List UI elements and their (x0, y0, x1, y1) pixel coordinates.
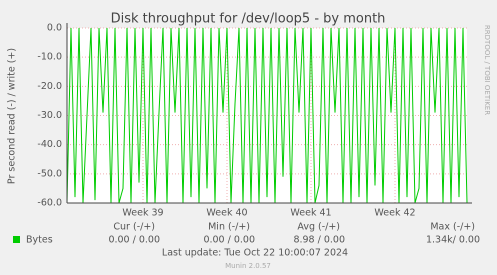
y-tick-label: -50.0 (37, 168, 62, 179)
legend-header: Cur (-/+) (113, 222, 155, 233)
legend-cell: 0.00 / 0.00 (203, 235, 255, 246)
legend-label: Bytes (26, 235, 53, 246)
legend-cell: 0.00 / 0.00 (108, 235, 160, 246)
y-axis-label: Pr second read (-) / write (+) (7, 48, 18, 184)
legend-header: Max (-/+) (430, 222, 475, 233)
footer: Munin 2.0.57 (225, 262, 271, 270)
x-tick-label: Week 41 (290, 208, 331, 219)
y-tick-label: -40.0 (37, 139, 62, 150)
legend-header: Avg (-/+) (297, 222, 340, 233)
x-tick-label: Week 42 (374, 208, 415, 219)
x-tick-label: Week 39 (122, 208, 163, 219)
x-tick-label: Week 40 (206, 208, 247, 219)
legend-header: Min (-/+) (208, 222, 250, 233)
data-line (66, 27, 468, 204)
y-tick-label: -20.0 (37, 81, 62, 92)
y-tick-label: -10.0 (37, 52, 62, 63)
side-label: RRDTOOL / TOBI OETIKER (483, 25, 491, 115)
y-tick-label: 0.0 (47, 23, 62, 34)
y-tick-label: -30.0 (37, 110, 62, 121)
legend-cell: 1.34k/ 0.00 (426, 235, 480, 246)
last-update: Last update: Tue Oct 22 10:00:07 2024 (162, 248, 348, 259)
legend-swatch (13, 236, 20, 243)
y-tick-label: -60.0 (37, 198, 62, 209)
chart-title: Disk throughput for /dev/loop5 - by mont… (111, 12, 386, 27)
legend-cell: 8.98 / 0.00 (293, 235, 345, 246)
